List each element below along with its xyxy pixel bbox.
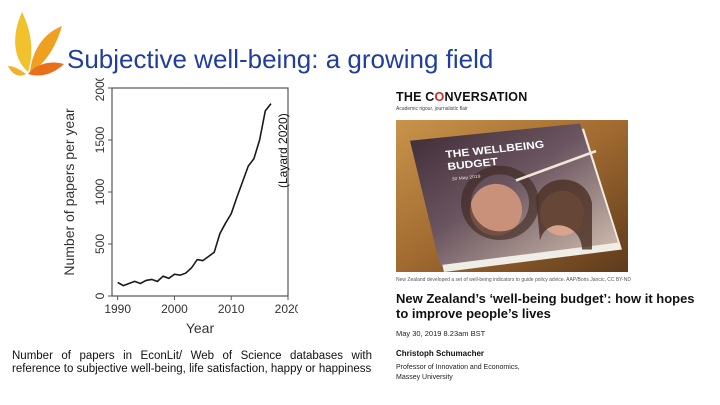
- x-axis-label: Year: [186, 320, 215, 336]
- chart-caption: Number of papers in EconLit/ Web of Scie…: [12, 350, 372, 375]
- cover-date: 30 May 2019: [451, 174, 481, 182]
- cover-title-line-2: BUDGET: [447, 156, 499, 172]
- masthead-part-1: THE C: [396, 90, 435, 104]
- y-tick-label: 500: [93, 234, 107, 254]
- citation-label: (Layard 2020): [276, 113, 290, 188]
- wellbeing-budget-photo: THE WELLBEING BUDGET 30 May 2019: [396, 120, 628, 272]
- the-conversation-masthead[interactable]: THE CONVERSATION: [396, 90, 527, 104]
- affiliation-line-1: Professor of Innovation and Economics,: [396, 364, 520, 371]
- author-affiliation: Professor of Innovation and Economics, M…: [396, 363, 596, 383]
- x-tick-label: 2010: [218, 302, 245, 316]
- y-tick-label: 2000: [93, 78, 107, 101]
- article-author[interactable]: Christoph Schumacher: [396, 349, 485, 358]
- papers-per-year-chart: 1990 2000 2010 2020 0 500 1000 1500 2000 Year Nu…: [61, 78, 298, 336]
- y-tick-label: 1500: [93, 126, 107, 153]
- masthead-part-2: NVERSATION: [444, 90, 528, 104]
- y-tick-label: 1000: [93, 178, 107, 205]
- article-date: May 30, 2019 8.23am BST: [396, 329, 486, 338]
- x-tick-label: 1990: [104, 302, 131, 316]
- y-axis-label: Number of papers per year: [61, 108, 77, 276]
- masthead-tagline: Academic rigour, journalistic flair: [396, 106, 468, 112]
- affiliation-line-2: Massey University: [396, 374, 453, 381]
- series-line: [117, 103, 272, 287]
- article-headline[interactable]: New Zealand’s ‘well-being budget’: how i…: [396, 291, 695, 321]
- article-clipping: THE CONVERSATION Academic rigour, journa…: [392, 84, 710, 396]
- photo-caption: New Zealand developed a set of well-bein…: [396, 277, 631, 283]
- leaf-fan-logo-icon: [8, 12, 64, 76]
- plot-frame: [111, 87, 289, 297]
- masthead-red-o: O: [434, 90, 445, 104]
- x-tick-label: 2020: [275, 302, 298, 316]
- slide-title: Subjective well-being: a growing field: [67, 44, 494, 74]
- x-tick-label: 2000: [161, 302, 188, 316]
- y-tick-label: 0: [93, 292, 107, 299]
